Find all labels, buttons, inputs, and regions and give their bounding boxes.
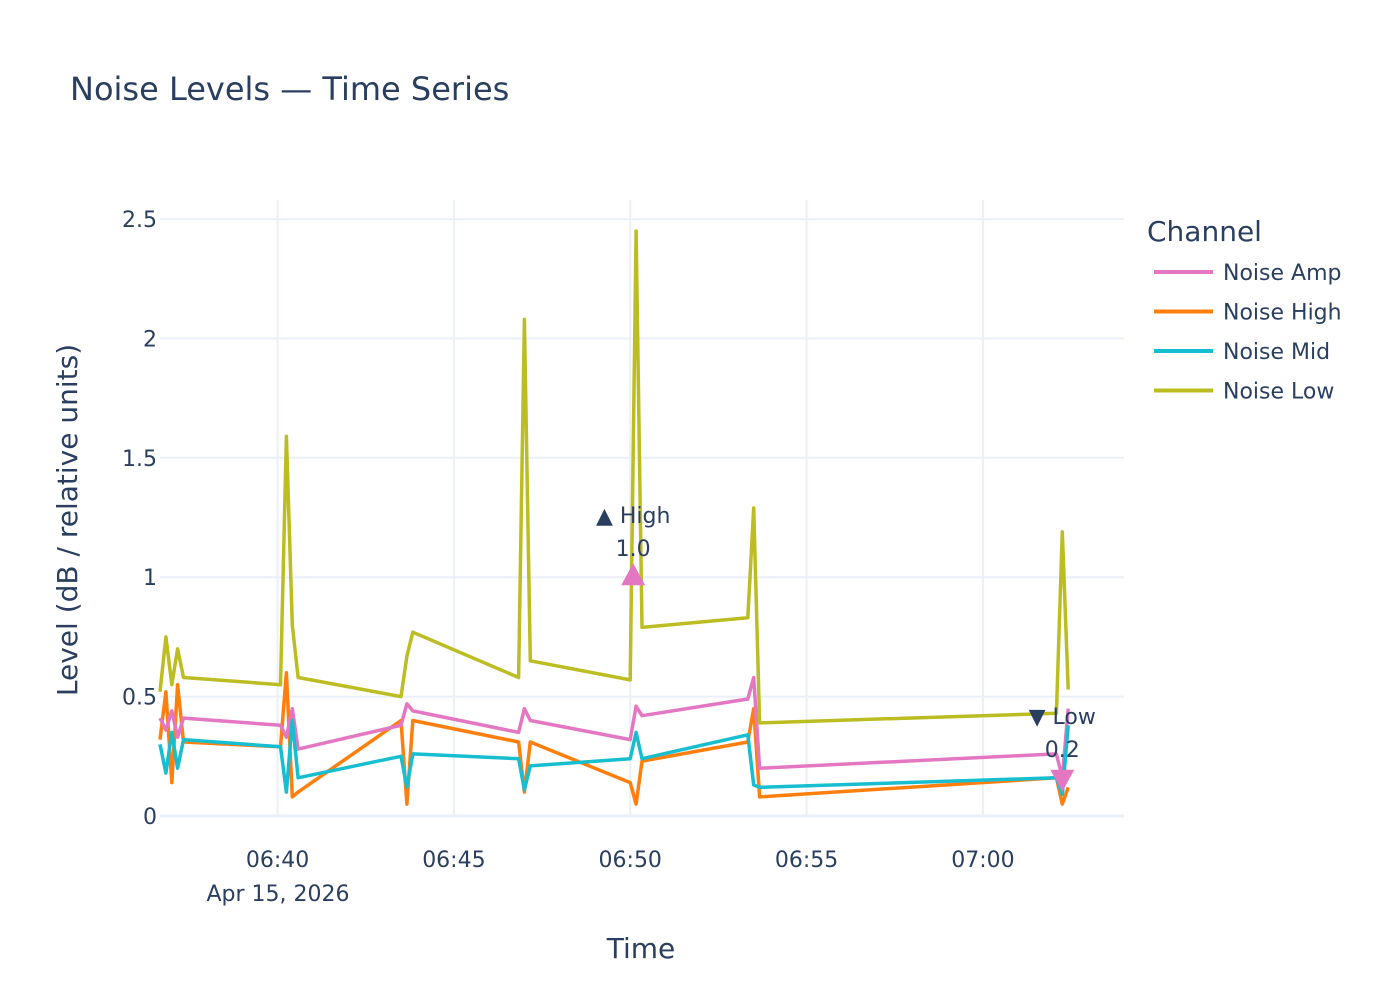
- legend-item[interactable]: Noise Amp: [1154, 261, 1341, 286]
- annotation-value: 1.0: [616, 537, 651, 562]
- chart-title: Noise Levels — Time Series: [70, 70, 509, 108]
- y-tick-label: 0.5: [122, 686, 157, 711]
- series-line-noise-amp: [158, 675, 1070, 780]
- x-tick-label: 06:40: [246, 848, 309, 873]
- legend-label: Noise Low: [1223, 380, 1334, 405]
- y-tick-label: 1.5: [122, 447, 157, 472]
- x-date-label: Apr 15, 2026: [206, 882, 349, 907]
- y-axis-title: Level (dB / relative units): [51, 344, 84, 696]
- x-tick-label: 06:50: [599, 848, 662, 873]
- legend-item[interactable]: Noise Low: [1154, 380, 1334, 405]
- series-layer: [158, 229, 1070, 806]
- legend-label: Noise Mid: [1223, 340, 1330, 365]
- x-axis-title: Time: [606, 932, 676, 965]
- annotations-layer: ▲ High 1.0 ▼ Low 0.2: [596, 504, 1096, 792]
- triangle-up-marker: [621, 563, 646, 586]
- y-tick-label: 1: [143, 566, 157, 591]
- x-tick-label: 06:45: [422, 848, 485, 873]
- y-axis: 0 0.5 1 1.5 2 2.5: [122, 208, 157, 830]
- series-line-noise-high: [158, 670, 1070, 806]
- legend-title: Channel: [1147, 215, 1262, 248]
- legend-label: Noise High: [1223, 301, 1342, 326]
- legend: Channel Noise Amp Noise High Noise Mid Nois…: [1147, 215, 1342, 405]
- annotation-label: ▼ Low: [1029, 705, 1096, 730]
- annotation-label: ▲ High: [596, 504, 670, 529]
- y-tick-label: 2: [143, 327, 157, 352]
- x-axis: 06:40 06:45 06:50 06:55 07:00: [246, 848, 1015, 873]
- x-tick-label: 07:00: [951, 848, 1014, 873]
- legend-item[interactable]: Noise Mid: [1154, 340, 1330, 365]
- y-tick-label: 0: [143, 805, 157, 830]
- annotation-value: 0.2: [1045, 738, 1080, 763]
- series-line-noise-mid: [158, 718, 1070, 797]
- y-tick-label: 2.5: [122, 208, 157, 233]
- series-line-noise-low: [158, 229, 1070, 725]
- grid: [160, 200, 1124, 818]
- x-tick-label: 06:55: [775, 848, 838, 873]
- triangle-down-marker: [1050, 769, 1075, 792]
- legend-label: Noise Amp: [1223, 261, 1341, 286]
- legend-item[interactable]: Noise High: [1154, 301, 1342, 326]
